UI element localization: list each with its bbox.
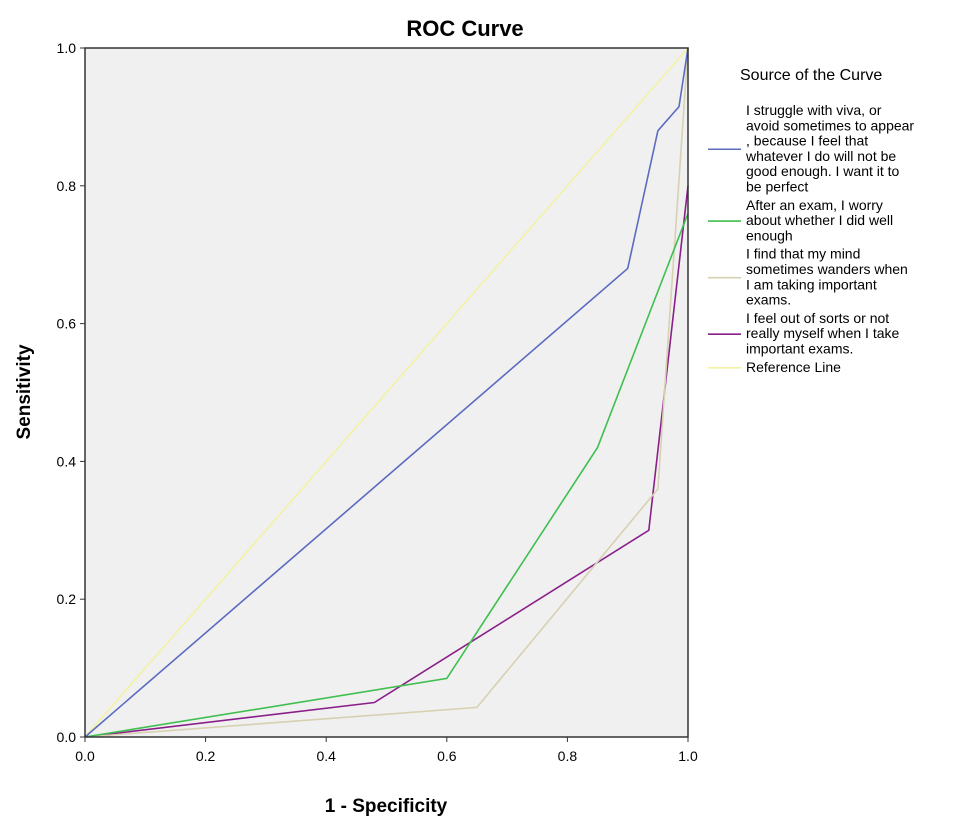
series-line-i-struggle-with-viva-or-avoid-so	[84, 47, 689, 738]
legend-entry: I feel out of sorts or not really myself …	[708, 310, 899, 357]
y-axis-title: Sensitivity	[14, 344, 35, 439]
x-tick-label: 0.0	[75, 748, 95, 764]
x-axis-title: 1 - Specificity	[325, 796, 448, 817]
series-line-after-an-exam-i-worry-about-whet	[84, 213, 689, 738]
y-tick-label: 0.6	[57, 316, 77, 332]
x-tick-label: 0.2	[196, 748, 216, 764]
legend: I struggle with viva, or avoid sometimes …	[708, 102, 914, 375]
axis-ticks: 0.0 0.2 0.4 0.6 0.8 1.0 0.0 0.2 0.4 0.6 0.8 1.0	[57, 40, 698, 764]
legend-label: I struggle with viva, or avoid sometimes …	[745, 102, 914, 195]
legend-label: I feel out of sorts or not really myself …	[746, 310, 899, 357]
x-tick-label: 0.8	[558, 748, 578, 764]
series-line-i-feel-out-of-sorts-or-not-reall	[84, 185, 689, 738]
y-tick-label: 0.0	[57, 729, 77, 745]
legend-label: Reference Line	[746, 359, 841, 375]
legend-label: I find that my mind sometimes wanders whe…	[746, 246, 908, 308]
y-tick-label: 0.4	[57, 453, 77, 469]
series-lines	[84, 47, 689, 738]
legend-label: After an exam, I worry about whether I di…	[746, 197, 893, 244]
x-tick-label: 0.4	[316, 748, 336, 764]
legend-entry: I struggle with viva, or avoid sometimes …	[708, 102, 914, 195]
plot-frame	[84, 47, 689, 738]
y-tick-label: 0.8	[57, 178, 77, 194]
legend-title: Source of the Curve	[740, 67, 882, 84]
x-tick-label: 1.0	[678, 748, 698, 764]
series-line-i-find-that-my-mind-sometimes-wa	[84, 47, 689, 738]
legend-entry: Reference Line	[708, 359, 841, 375]
chart-title: ROC Curve	[406, 16, 523, 41]
y-tick-label: 0.2	[57, 591, 77, 607]
x-tick-label: 0.6	[437, 748, 457, 764]
legend-entry: After an exam, I worry about whether I di…	[708, 197, 893, 244]
series-line-reference-line	[84, 47, 689, 738]
y-tick-label: 1.0	[57, 40, 77, 56]
legend-entry: I find that my mind sometimes wanders whe…	[708, 246, 908, 308]
